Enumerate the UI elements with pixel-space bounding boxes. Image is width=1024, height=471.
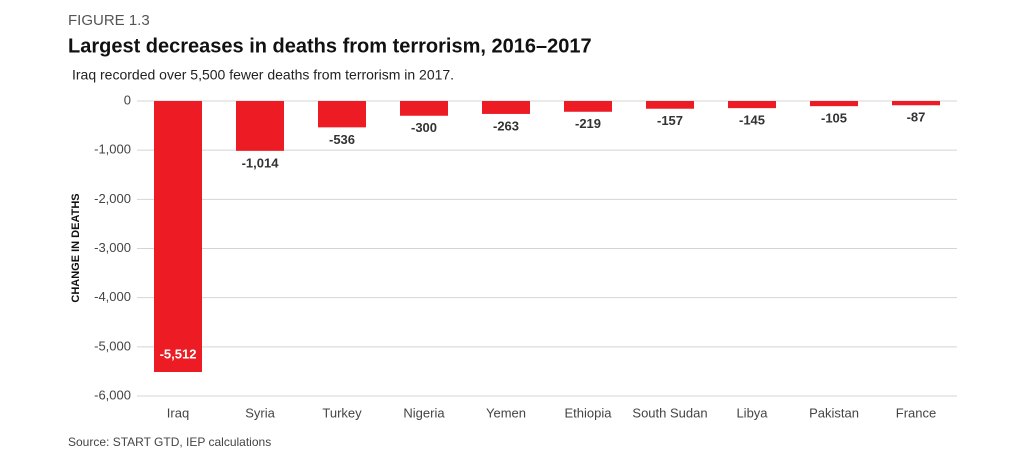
- x-tick-label: South Sudan: [632, 405, 707, 420]
- value-label: -157: [657, 113, 683, 128]
- bar: [154, 101, 202, 373]
- x-tick-label: Yemen: [486, 405, 526, 420]
- y-tick-label: -2,000: [94, 191, 131, 206]
- y-tick-label: 0: [124, 92, 131, 107]
- y-tick-label: -4,000: [94, 289, 131, 304]
- y-tick-label: -1,000: [94, 142, 131, 157]
- bar: [892, 101, 940, 106]
- value-label: -105: [821, 111, 847, 126]
- bar: [810, 101, 858, 107]
- bar: [318, 101, 366, 128]
- x-tick-label: Turkey: [322, 405, 362, 420]
- x-tick-label: Ethiopia: [565, 405, 613, 420]
- y-tick-label: -3,000: [94, 240, 131, 255]
- value-label: -300: [411, 120, 437, 135]
- y-axis-label: CHANGE IN DEATHS: [70, 193, 82, 302]
- y-tick-label: -5,000: [94, 338, 131, 353]
- value-label: -1,014: [242, 155, 280, 170]
- value-label: -87: [907, 110, 926, 125]
- bar: [728, 101, 776, 109]
- chart-subtitle: Iraq recorded over 5,500 fewer deaths fr…: [72, 67, 454, 83]
- chart-title: Largest decreases in deaths from terrori…: [68, 35, 592, 57]
- value-label: -145: [739, 113, 765, 128]
- value-label: -5,512: [160, 346, 197, 361]
- x-tick-label: Libya: [736, 405, 768, 420]
- x-tick-label: Nigeria: [403, 405, 445, 420]
- value-label: -263: [493, 118, 519, 133]
- bar: [564, 101, 612, 112]
- value-label: -219: [575, 116, 601, 131]
- bar: [236, 101, 284, 151]
- x-tick-label: Syria: [245, 405, 275, 420]
- x-tick-label: Pakistan: [809, 405, 859, 420]
- bar: [482, 101, 530, 114]
- y-tick-label: -6,000: [94, 387, 131, 402]
- x-tick-label: France: [896, 405, 936, 420]
- figure-label: FIGURE 1.3: [68, 12, 150, 29]
- x-tick-label: Iraq: [167, 405, 189, 420]
- source: Source: START GTD, IEP calculations: [68, 435, 271, 449]
- bar: [646, 101, 694, 109]
- value-label: -536: [329, 132, 355, 147]
- bar: [400, 101, 448, 116]
